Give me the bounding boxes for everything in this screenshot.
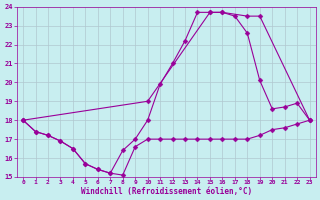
X-axis label: Windchill (Refroidissement éolien,°C): Windchill (Refroidissement éolien,°C) xyxy=(81,187,252,196)
